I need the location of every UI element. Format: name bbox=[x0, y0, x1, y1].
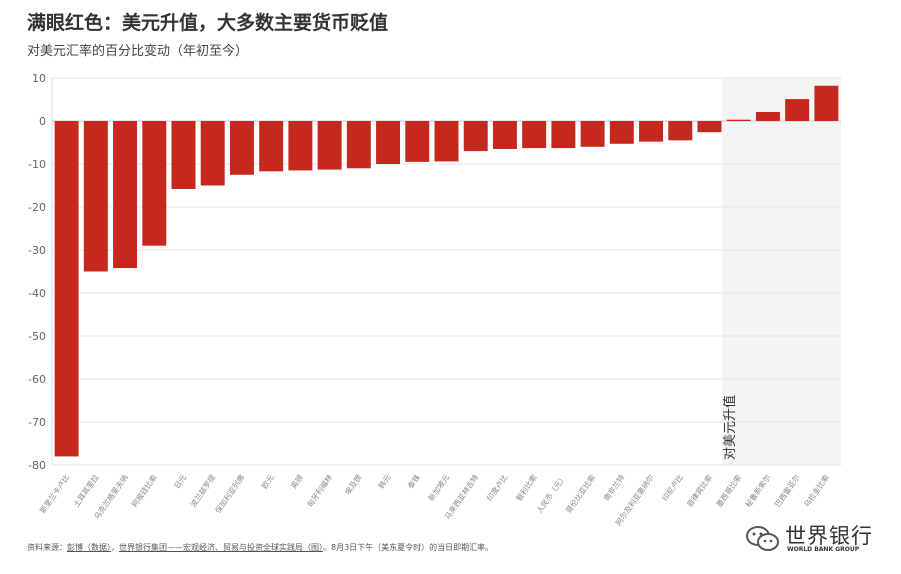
bar bbox=[171, 121, 196, 189]
bar bbox=[463, 121, 488, 152]
x-tick-label: 泰铢 bbox=[405, 472, 422, 490]
bar bbox=[142, 121, 167, 246]
source-link-bloomberg[interactable]: 彭博（数据） bbox=[67, 543, 111, 552]
x-tick-label: 土耳其里拉 bbox=[71, 472, 101, 509]
source-link-worldbank[interactable]: 世界银行集团——宏观经济、贸易与投资全球实践局（图） bbox=[119, 543, 323, 552]
x-tick-label: 欧元 bbox=[259, 472, 276, 490]
highlight-region bbox=[722, 78, 841, 465]
x-tick-label: 乌拉圭比索 bbox=[801, 472, 831, 509]
x-tick-label: 南非兰特 bbox=[601, 472, 627, 503]
source-tail: 。8月3日下午（美东夏令时）的当日即期汇率。 bbox=[323, 543, 494, 552]
chart-title: 满眼红色：美元升值，大多数主要货币贬值 bbox=[27, 12, 389, 34]
bar bbox=[405, 121, 430, 162]
x-tick-label: 印度卢比 bbox=[484, 472, 510, 503]
source-note: 资料来源：彭博（数据），世界银行集团——宏观经济、贸易与投资全球实践局（图）。8… bbox=[27, 542, 493, 553]
bars bbox=[54, 85, 839, 457]
x-tick-label: 韩元 bbox=[376, 472, 393, 490]
bar bbox=[288, 121, 313, 171]
bar bbox=[229, 121, 254, 175]
x-tick-label: 英镑 bbox=[288, 472, 305, 490]
chart-subtitle: 对美元汇率的百分比变动（年初至今） bbox=[27, 44, 249, 59]
y-tick-label: 10 bbox=[32, 72, 46, 85]
highlight-region-bg bbox=[722, 78, 841, 465]
wechat-icon bbox=[746, 526, 779, 551]
x-tick-label: 人民币（元） bbox=[535, 473, 568, 515]
x-tick-label: 日元 bbox=[172, 473, 188, 491]
y-tick-label: 0 bbox=[39, 115, 46, 128]
annotations: 对美元升值 bbox=[722, 395, 738, 460]
x-tick-label: 巴西雷亚尔 bbox=[772, 472, 802, 509]
bar bbox=[113, 121, 138, 269]
x-tick-label: 埃及镑 bbox=[342, 472, 363, 497]
bar bbox=[785, 99, 810, 121]
y-tick-label: -80 bbox=[28, 459, 46, 472]
x-tick-label: 菲律宾比索 bbox=[684, 472, 714, 509]
logo-text: 世界银行 bbox=[785, 524, 873, 548]
bar bbox=[259, 121, 284, 172]
y-tick-label: -10 bbox=[28, 158, 46, 171]
x-tick-label: 保加利亚列弗 bbox=[213, 472, 247, 515]
x-tick-label: 印尼卢比 bbox=[660, 472, 686, 503]
y-tick-label: -40 bbox=[28, 287, 46, 300]
x-tick-label: 智利比索 bbox=[513, 472, 539, 503]
y-tick-label: -50 bbox=[28, 330, 46, 343]
bar bbox=[726, 119, 751, 121]
bar bbox=[814, 85, 839, 121]
source-separator: ， bbox=[111, 543, 119, 552]
x-tick-label: 波兰兹罗提 bbox=[188, 472, 218, 509]
bar bbox=[639, 121, 664, 142]
bar bbox=[434, 121, 459, 162]
bar bbox=[54, 121, 79, 457]
x-tick-label: 墨西哥比索 bbox=[714, 472, 744, 509]
x-tick-label: 新加坡元 bbox=[426, 472, 452, 503]
x-tick-label: 阿根廷比索 bbox=[129, 472, 159, 509]
y-axis: 10 0 -10 -20 -30 -40 -50 -60 -70 -80 bbox=[28, 72, 46, 472]
x-tick-label: 斯里兰卡卢比 bbox=[37, 472, 71, 515]
bar bbox=[492, 121, 517, 149]
x-tick-label: 秘鲁新索尔 bbox=[743, 472, 773, 509]
y-tick-label: -70 bbox=[28, 416, 46, 429]
logo-subtext: WORLD BANK GROUP bbox=[787, 546, 860, 553]
bar bbox=[755, 111, 780, 121]
x-tick-label: 哥伦比亚比索 bbox=[563, 472, 597, 515]
bar bbox=[522, 121, 547, 149]
bar bbox=[317, 121, 342, 170]
y-tick-label: -30 bbox=[28, 244, 46, 257]
bar bbox=[697, 121, 722, 133]
y-tick-label: -60 bbox=[28, 373, 46, 386]
source-label: 资料来源： bbox=[27, 543, 67, 552]
bar bbox=[580, 121, 605, 147]
world-bank-logo: 世界银行 WORLD BANK GROUP bbox=[745, 520, 885, 560]
bar bbox=[200, 121, 225, 186]
bar bbox=[83, 121, 108, 272]
bar bbox=[668, 121, 693, 141]
bar bbox=[609, 121, 634, 144]
highlight-region-label: 对美元升值 bbox=[722, 395, 738, 460]
x-tick-label: 匈牙利福林 bbox=[305, 472, 335, 509]
bar bbox=[551, 121, 576, 149]
bar bbox=[376, 121, 401, 164]
bar bbox=[346, 121, 371, 169]
y-tick-label: -20 bbox=[28, 201, 46, 214]
